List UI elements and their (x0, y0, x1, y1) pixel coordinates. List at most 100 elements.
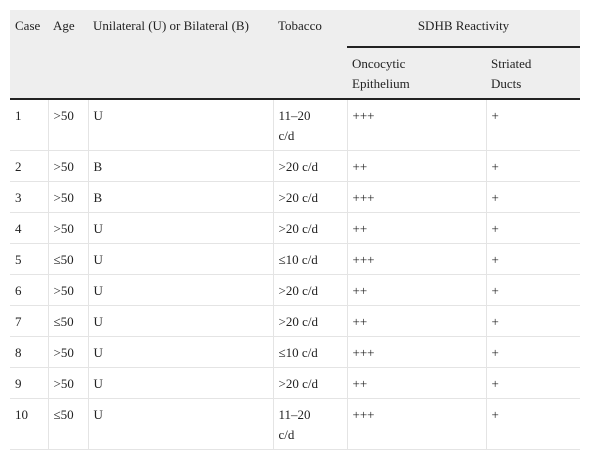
table-cell: +++ (347, 243, 487, 275)
table-cell: ≤50 (48, 305, 89, 337)
table-cell: U (88, 243, 274, 275)
cell-text: ≤50 (53, 407, 74, 422)
table-cell: >20 c/d (273, 274, 348, 306)
cell-text: +++ (352, 407, 375, 422)
cell-text: +++ (352, 252, 375, 267)
cell-text: ≤50 (53, 252, 74, 267)
table-cell: U (88, 99, 274, 151)
table-cell: >50 (48, 274, 89, 306)
cell-text: 7 (15, 314, 22, 329)
table-cell: >20 c/d (273, 150, 348, 182)
table-cell: B (88, 181, 274, 213)
cell-text: ++ (352, 376, 368, 391)
table-row: 10 ≤50 U 11–20 c/d +++ + (10, 398, 581, 450)
table-body: 1 >50 U 11–20 c/d +++ +2 >50 B >20 c/d ++ +3 >50 B >2… (10, 99, 581, 450)
cell-text: 5 (15, 252, 22, 267)
table-cell: 3 (10, 181, 49, 213)
cell-text: U (93, 221, 103, 236)
header-cell: SDHB Reactivity (347, 10, 581, 48)
cell-text: >20 c/d (278, 314, 318, 329)
table-cell: +++ (347, 336, 487, 368)
cell-text: 3 (15, 190, 22, 205)
table-cell: + (486, 398, 581, 450)
table-cell: >20 c/d (273, 305, 348, 337)
table-cell: >20 c/d (273, 367, 348, 399)
table-cell: + (486, 212, 581, 244)
table-cell: + (486, 150, 581, 182)
cell-text: >20 c/d (278, 221, 318, 236)
table-cell: +++ (347, 99, 487, 151)
subheader-cell: Oncocytic Epithelium (347, 47, 486, 100)
header-text: Striated Ducts (491, 56, 532, 91)
table-cell: + (486, 181, 581, 213)
cell-text: >20 c/d (278, 190, 318, 205)
table-cell: >50 (48, 336, 89, 368)
header-cell: Case (10, 10, 48, 100)
table-cell: + (486, 274, 581, 306)
cell-text: + (491, 376, 499, 391)
cell-text: ≤10 c/d (278, 345, 318, 360)
table-cell: ≤10 c/d (273, 336, 348, 368)
cell-text: + (491, 283, 499, 298)
table-row: 8 >50 U ≤10 c/d +++ + (10, 336, 581, 368)
table-cell: U (88, 305, 274, 337)
cell-text: + (491, 221, 499, 236)
cell-text: + (491, 159, 499, 174)
data-table: Case Age Unilateral (U) or Bilateral (B)… (10, 10, 581, 450)
cell-text: >20 c/d (278, 376, 318, 391)
header-text: Oncocytic Epithelium (352, 56, 410, 91)
cell-text: + (491, 407, 499, 422)
cell-text: 6 (15, 283, 22, 298)
table-cell: ++ (347, 305, 487, 337)
cell-text: U (93, 108, 103, 123)
cell-text: >50 (53, 221, 74, 236)
cell-text: 11–20 c/d (278, 407, 311, 442)
cell-text: >50 (53, 159, 74, 174)
table-cell: +++ (347, 181, 487, 213)
table-cell: 2 (10, 150, 49, 182)
cell-text: >50 (53, 345, 74, 360)
cell-text: U (93, 314, 103, 329)
table-cell: >50 (48, 99, 89, 151)
cell-text: +++ (352, 190, 375, 205)
cell-text: U (93, 407, 103, 422)
table-cell: ≤10 c/d (273, 243, 348, 275)
header-cell: Unilateral (U) or Bilateral (B) (88, 10, 273, 100)
cell-text: 11–20 c/d (278, 108, 311, 143)
table-cell: ++ (347, 274, 487, 306)
cell-text: B (93, 190, 103, 205)
cell-text: >50 (53, 108, 74, 123)
table-cell: 11–20 c/d (273, 99, 348, 151)
cell-text: + (491, 314, 499, 329)
table-cell: 4 (10, 212, 49, 244)
table-row: 3 >50 B >20 c/d +++ + (10, 181, 581, 213)
table-cell: >50 (48, 367, 89, 399)
table-cell: U (88, 398, 274, 450)
table-cell: 9 (10, 367, 49, 399)
header-cell: Tobacco (273, 10, 347, 100)
cell-text: + (491, 108, 499, 123)
cell-text: +++ (352, 108, 375, 123)
cell-text: 10 (15, 407, 28, 422)
table-cell: + (486, 305, 581, 337)
table-cell: ≤50 (48, 398, 89, 450)
table-cell: U (88, 212, 274, 244)
table-cell: >20 c/d (273, 212, 348, 244)
table-cell: 6 (10, 274, 49, 306)
table-cell: + (486, 99, 581, 151)
table-cell: >50 (48, 150, 89, 182)
table-row: 2 >50 B >20 c/d ++ + (10, 150, 581, 182)
cell-text: ≤50 (53, 314, 74, 329)
table-cell: + (486, 243, 581, 275)
table-row: 6 >50 U >20 c/d ++ + (10, 274, 581, 306)
cell-text: +++ (352, 345, 375, 360)
table-cell: U (88, 274, 274, 306)
table-cell: ++ (347, 150, 487, 182)
cell-text: 4 (15, 221, 22, 236)
cell-text: ≤10 c/d (278, 252, 318, 267)
table-row: 5 ≤50 U ≤10 c/d +++ + (10, 243, 581, 275)
cell-text: >50 (53, 283, 74, 298)
table-cell: + (486, 336, 581, 368)
cell-text: >20 c/d (278, 283, 318, 298)
